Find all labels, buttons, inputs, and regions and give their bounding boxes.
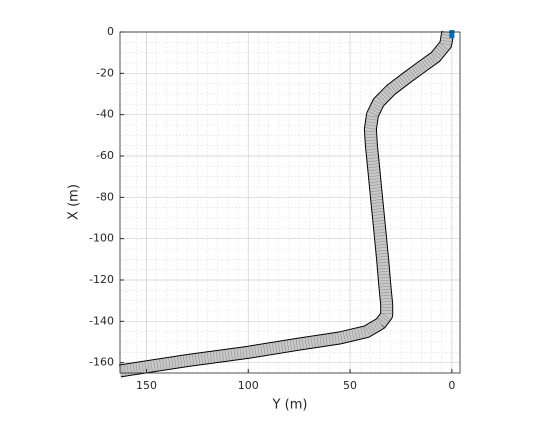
- x-axis-label: Y (m): [272, 398, 308, 413]
- axes-box: [119, 31, 461, 374]
- y-tick-label: -140: [89, 314, 114, 327]
- y-axis-label: X (m): [67, 184, 82, 220]
- vehicle: [449, 30, 455, 39]
- y-tick-label: -100: [89, 232, 114, 245]
- x-tick-label: 0: [448, 379, 455, 392]
- marks: [119, 30, 455, 378]
- y-tick-label: -40: [96, 108, 114, 121]
- x-tick-label: 50: [343, 379, 357, 392]
- y-tick-label: 0: [107, 25, 114, 38]
- grid: [120, 31, 460, 373]
- y-tick-label: -20: [96, 66, 114, 79]
- y-tick-label: -80: [96, 190, 114, 203]
- x-tick-label: 100: [238, 379, 259, 392]
- plot-area: [120, 32, 460, 373]
- y-tick-label: -60: [96, 149, 114, 162]
- road: [119, 31, 454, 377]
- x-tick-label: 150: [136, 379, 157, 392]
- y-tick-label: -160: [89, 356, 114, 369]
- y-tick-label: -120: [89, 273, 114, 286]
